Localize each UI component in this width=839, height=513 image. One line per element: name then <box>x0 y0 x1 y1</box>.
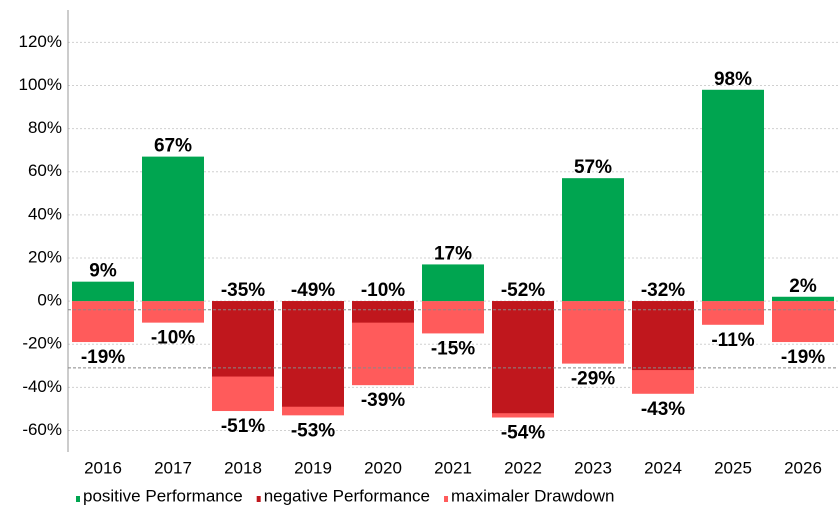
x-tick-label: 2023 <box>574 458 612 477</box>
y-tick-label: 120% <box>19 32 62 51</box>
y-tick-label: 100% <box>19 75 62 94</box>
data-label: -35% <box>221 280 265 301</box>
legend-swatch <box>444 496 449 502</box>
x-tick-label: 2019 <box>294 458 332 477</box>
legend-label: positive Performance <box>83 486 243 505</box>
data-label: 2% <box>789 276 817 297</box>
data-label: -52% <box>501 280 545 301</box>
y-tick-label: -60% <box>22 420 62 439</box>
data-label: -19% <box>781 347 825 368</box>
y-tick-label: 0% <box>37 291 62 310</box>
x-tick-label: 2026 <box>784 458 822 477</box>
data-label: -39% <box>361 390 405 411</box>
bar <box>72 281 134 302</box>
data-label: 57% <box>574 157 612 178</box>
x-tick-label: 2025 <box>714 458 752 477</box>
x-tick-label: 2016 <box>84 458 122 477</box>
y-tick-label: 40% <box>28 204 62 223</box>
x-tick-label: 2024 <box>644 458 682 477</box>
y-tick-label: -40% <box>22 377 62 396</box>
data-label: -43% <box>641 399 685 420</box>
x-tick-label: 2022 <box>504 458 542 477</box>
data-label: -29% <box>571 369 615 390</box>
data-label: 67% <box>154 136 192 157</box>
bar <box>422 264 484 302</box>
data-label: -11% <box>711 330 754 351</box>
bar <box>702 89 764 302</box>
bar <box>72 301 134 343</box>
bar <box>772 296 834 302</box>
bar <box>492 301 554 414</box>
bar <box>142 156 204 302</box>
data-label: -51% <box>221 416 265 437</box>
data-label: -49% <box>291 280 335 301</box>
y-tick-label: 60% <box>28 161 62 180</box>
bar <box>212 301 274 377</box>
bar <box>352 301 414 323</box>
x-tick-label: 2017 <box>154 458 192 477</box>
legend-swatch <box>76 496 80 502</box>
data-label: 98% <box>714 69 752 90</box>
data-label: -15% <box>431 338 475 359</box>
data-label: -53% <box>291 420 335 441</box>
data-label: -10% <box>361 280 405 301</box>
y-tick-label: 20% <box>28 247 62 266</box>
legend-label: maximaler Drawdown <box>451 486 614 505</box>
bar <box>562 301 624 364</box>
y-tick-label: -20% <box>22 334 62 353</box>
x-tick-label: 2020 <box>364 458 402 477</box>
x-tick-label: 2021 <box>434 458 472 477</box>
bar <box>142 301 204 323</box>
bar <box>282 301 344 407</box>
x-tick-label: 2018 <box>224 458 262 477</box>
data-label: -54% <box>501 423 545 444</box>
y-tick-label: 80% <box>28 118 62 137</box>
data-label: -10% <box>151 328 195 349</box>
data-label: -32% <box>641 280 685 301</box>
data-label: -19% <box>81 347 125 368</box>
legend-label: negative Performance <box>264 486 430 505</box>
bar <box>422 301 484 334</box>
bar <box>772 301 834 343</box>
bar <box>632 301 694 371</box>
bar <box>702 301 764 325</box>
data-label: 17% <box>434 243 472 264</box>
data-label: 9% <box>89 261 117 282</box>
legend-swatch <box>256 496 261 502</box>
bar <box>562 178 624 302</box>
